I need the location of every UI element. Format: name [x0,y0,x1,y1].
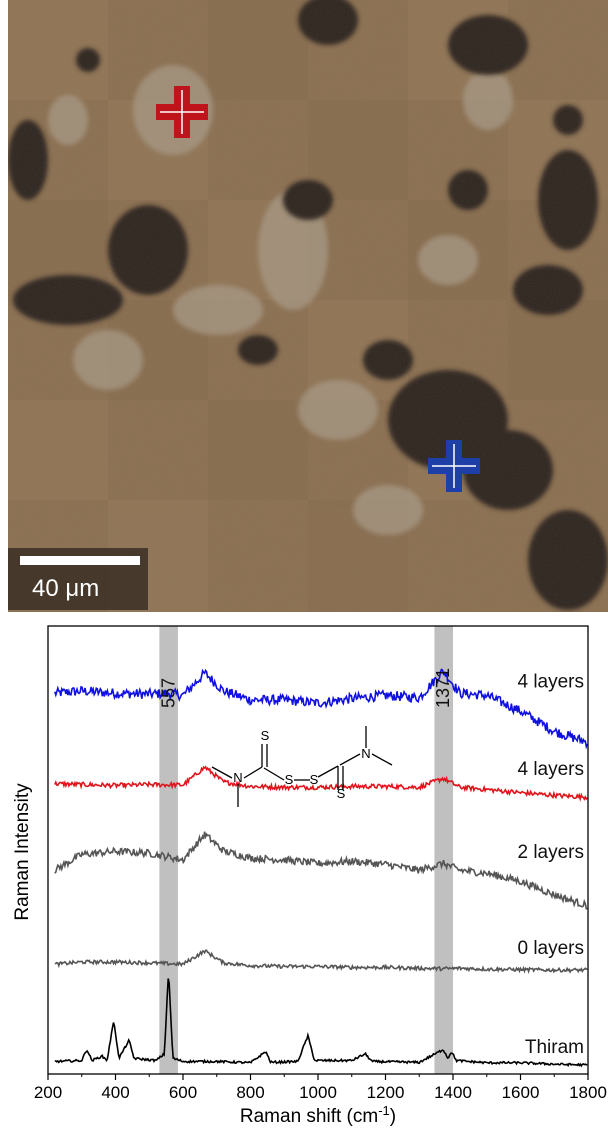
series-line [54,668,589,750]
x-tick-label: 1200 [367,1083,405,1102]
molecule-atom: S [285,772,294,787]
x-tick-label: 1400 [434,1083,472,1102]
molecule-atom: S [337,786,346,801]
x-axis-title: Raman shift (cm-1) [240,1103,396,1128]
series-labels: 4 layers 4 layers 2 layers 0 layers Thiram [517,672,584,1058]
highlight-bands [159,626,453,1074]
x-tick-label: 600 [169,1083,197,1102]
series-lines [54,668,589,1068]
x-tick-label: 1800 [569,1083,607,1102]
y-axis-title: Raman Intensity [12,783,33,921]
series-line [54,831,588,910]
x-tick-label: 1600 [502,1083,540,1102]
thiram-molecule-diagram [211,726,393,807]
molecule-atoms: S N S S N S [233,728,370,801]
blue-crosshair-marker [428,440,480,492]
series-label: 2 layers [517,842,584,863]
x-axis-ticks: 200 400 600 800 1000 1200 1400 1600 1800 [34,1074,607,1102]
scale-bar: 40 μm [8,548,148,610]
peak-label: 557 [158,678,178,708]
peak-labels: 557 1371 [158,668,453,708]
x-tick-label: 200 [34,1083,62,1102]
molecule-atom: S [261,728,270,743]
molecule-atom: N [233,770,242,785]
red-crosshair-marker [156,86,208,138]
series-line [54,765,588,802]
molecule-atom: S [310,772,319,787]
raman-chart: 4 layers 4 layers 2 layers 0 layers Thiram 5… [12,625,607,1128]
molecule-atom: N [361,746,370,761]
x-tick-label: 400 [101,1083,129,1102]
x-tick-label: 800 [236,1083,264,1102]
series-line [54,978,588,1068]
series-label: 4 layers [517,759,584,780]
series-label: 4 layers [517,672,584,693]
highlight-band [434,626,453,1074]
scale-bar-label: 40 μm [32,575,99,602]
series-label: Thiram [525,1037,584,1058]
peak-label: 1371 [433,668,453,708]
x-tick-label: 1000 [299,1083,337,1102]
series-line [54,949,588,974]
scale-bar-line [20,556,140,565]
micrograph-image: 40 μm [8,0,608,612]
series-label: 0 layers [517,938,584,959]
